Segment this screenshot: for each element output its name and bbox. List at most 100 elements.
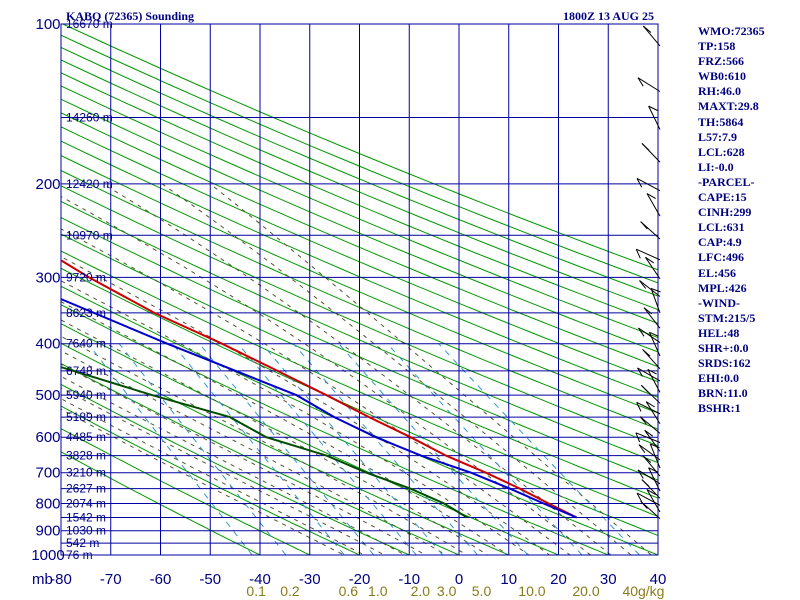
indices-panel: WMO:72365 TP:158 FRZ:566 WB0:610 RH:46.0 MAXT… xyxy=(698,24,800,416)
wind-barb-flag xyxy=(641,143,650,151)
wind-barb xyxy=(642,25,661,47)
wind-barb-shaft xyxy=(649,443,661,469)
wind-barb xyxy=(636,178,661,192)
wind-barb-flag xyxy=(635,432,641,443)
wind-barb xyxy=(639,280,661,297)
temperature-tick-label: -20 xyxy=(349,571,371,588)
wind-barb xyxy=(644,429,661,452)
moist-adiabat xyxy=(61,280,530,555)
dry-adiabat xyxy=(61,185,658,447)
index-item: HEL:48 xyxy=(698,325,740,340)
pressure-tick-label: 800 xyxy=(35,496,60,513)
wind-barb xyxy=(640,384,661,404)
mixing-ratio-label: 0.2 xyxy=(280,583,300,599)
dry-adiabat xyxy=(62,24,658,271)
dry-adiabat xyxy=(61,126,658,383)
dewpoint-profile xyxy=(61,366,468,519)
wind-barb-shaft xyxy=(637,367,661,382)
temperature-tick-label: 40 xyxy=(650,571,667,588)
wind-barb-flag xyxy=(639,416,647,425)
height-label: 14260 m xyxy=(66,111,113,125)
dry-adiabat xyxy=(61,267,658,537)
dry-adiabat xyxy=(61,304,610,555)
wind-barb-flag xyxy=(643,307,653,315)
wind-barb-flag xyxy=(636,492,643,503)
wind-barb-flag xyxy=(641,479,650,487)
height-label: 2627 m xyxy=(66,482,106,496)
wind-barb-flag xyxy=(638,327,645,337)
wind-barb-flag xyxy=(640,500,648,509)
moist-adiabat xyxy=(161,183,632,555)
moist-adiabat xyxy=(61,319,489,555)
moist-adiabat xyxy=(61,301,510,555)
wind-barb-shaft xyxy=(637,77,661,92)
wind-barb xyxy=(646,489,661,513)
wind-barb-shaft xyxy=(645,401,661,425)
wind-barb-flag xyxy=(645,401,655,408)
dry-adiabat xyxy=(61,405,361,555)
wind-barb xyxy=(637,77,661,92)
wind-barb-flag xyxy=(646,489,656,495)
moist-adiabat xyxy=(61,256,551,555)
wind-barb-shaft xyxy=(638,444,661,461)
wind-barb xyxy=(650,287,661,314)
height-label: 7640 m xyxy=(66,337,106,351)
wind-barb xyxy=(635,432,661,443)
wind-barb-flag xyxy=(642,349,651,357)
index-item: CAP:4.9 xyxy=(698,235,742,250)
moist-adiabat xyxy=(209,183,653,555)
mixing-ratio-label: 40g/kg xyxy=(622,583,664,599)
mixing-ratio-label: 2.0 xyxy=(411,583,431,599)
wind-barb-flag xyxy=(637,367,643,377)
wind-barb xyxy=(639,416,661,434)
wind-barb-shaft xyxy=(637,469,661,485)
station-title: KABQ (72365) Sounding xyxy=(66,9,194,23)
index-item: -WIND- xyxy=(698,295,740,310)
index-item: WB0:610 xyxy=(698,69,746,84)
wind-barb-flag xyxy=(645,256,655,264)
wind-barb-flag xyxy=(639,280,647,289)
height-label: 542 m xyxy=(66,536,99,550)
index-item: FRZ:566 xyxy=(698,54,744,69)
wind-barb-flag xyxy=(646,193,656,199)
pressure-unit-label: mb xyxy=(32,571,53,588)
dry-adiabat xyxy=(61,59,658,311)
wind-barb xyxy=(645,256,661,280)
wind-barb xyxy=(641,143,661,163)
dry-adiabat xyxy=(61,217,658,481)
index-item: LI:-0.0 xyxy=(698,159,734,174)
dry-adiabat xyxy=(61,428,311,555)
pressure-tick-label: 100 xyxy=(35,16,60,33)
temperature-tick-label: -30 xyxy=(299,571,321,588)
wind-barb-shaft xyxy=(639,416,661,434)
dry-adiabat xyxy=(61,46,658,297)
index-item: CINH:299 xyxy=(698,205,752,220)
dry-adiabat xyxy=(61,250,658,518)
pressure-tick-label: 300 xyxy=(35,269,60,286)
sounding-time: 1800Z 13 AUG 25 xyxy=(563,9,654,23)
mixing-ratio-label: 1.0 xyxy=(368,583,388,599)
moist-adiabat xyxy=(61,387,386,555)
index-item: LCL:628 xyxy=(698,144,745,159)
height-label: 9720 m xyxy=(66,270,106,284)
index-item: BSHR:1 xyxy=(698,401,741,416)
pressure-tick-label: 700 xyxy=(35,465,60,482)
height-label: 3828 m xyxy=(66,449,106,463)
wind-barb-flag xyxy=(637,469,644,479)
height-label: 2074 m xyxy=(66,497,106,511)
pressure-tick-label: 1000 xyxy=(31,547,64,564)
wind-barb xyxy=(636,401,661,415)
moist-adiabat xyxy=(61,408,346,555)
wind-barb-flag xyxy=(636,402,642,412)
wind-barb-flag xyxy=(648,467,658,473)
temperature-tick-label: -80 xyxy=(50,571,72,588)
wind-barb-flag xyxy=(650,443,660,449)
height-label: 5940 m xyxy=(66,388,106,402)
index-item: STM:215/5 xyxy=(698,310,756,325)
wind-barb xyxy=(648,467,661,492)
temperature-profile xyxy=(61,259,578,519)
wind-barb xyxy=(649,443,661,469)
wind-barb-shaft xyxy=(646,193,661,217)
